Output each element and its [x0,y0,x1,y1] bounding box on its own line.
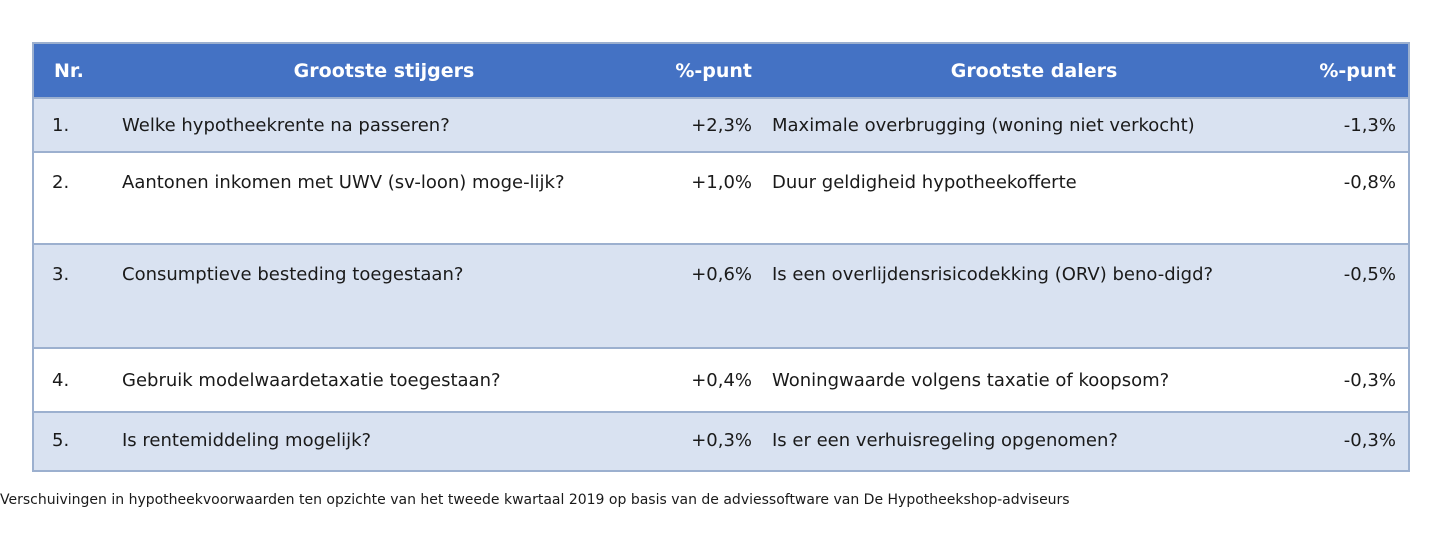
faller-value: -0,3% [1343,370,1396,391]
faller-label: Maximale overbrugging (woning niet verko… [772,115,1195,136]
riser-label: Aantonen inkomen met UWV (sv-loon) moge-… [114,152,654,244]
table-caption: Verschuivingen in hypotheekvoorwaarden t… [0,492,1070,508]
table-row: 4. Gebruik modelwaardetaxatie toegestaan… [34,348,1408,412]
riser-value: +0,3% [691,430,752,451]
faller-value: -0,5% [1343,264,1396,285]
table-row: 5. Is rentemiddeling mogelijk? +0,3% Is … [34,412,1408,470]
faller-value: -0,3% [1343,430,1396,451]
mortgage-conditions-table: Nr. Grootste stijgers %-punt Grootste da… [32,42,1410,472]
faller-label: Is er een verhuisregeling opgenomen? [772,430,1118,451]
riser-label: Consumptieve besteding toegestaan? [122,264,464,285]
row-number: 2. [52,172,70,193]
riser-label: Gebruik modelwaardetaxatie toegestaan? [122,370,501,391]
faller-value: -0,8% [1343,172,1396,193]
faller-label: Duur geldigheid hypotheekofferte [772,172,1077,193]
header-fallers: Grootste dalers [950,59,1118,82]
header-risers-unit: %-punt [675,59,752,82]
riser-value: +0,4% [691,370,752,391]
row-number: 1. [52,115,70,136]
header-fallers-unit: %-punt [1319,59,1396,82]
table-header: Nr. Grootste stijgers %-punt Grootste da… [34,44,1408,98]
riser-value: +2,3% [691,115,752,136]
data-table: Nr. Grootste stijgers %-punt Grootste da… [34,44,1408,470]
row-number: 4. [52,370,70,391]
faller-label: Is een overlijdensrisicodekking (ORV) be… [764,244,1304,348]
riser-label: Welke hypotheekrente na passeren? [122,115,450,136]
riser-value: +0,6% [691,264,752,285]
table-row: 1. Welke hypotheekrente na passeren? +2,… [34,98,1408,152]
faller-label-text: Is een overlijdensrisicodekking (ORV) be… [772,264,1214,285]
table-body: 1. Welke hypotheekrente na passeren? +2,… [34,98,1408,470]
table-row: 2. Aantonen inkomen met UWV (sv-loon) mo… [34,152,1408,244]
header-row: Nr. Grootste stijgers %-punt Grootste da… [34,44,1408,98]
row-number: 5. [52,430,70,451]
faller-label: Woningwaarde volgens taxatie of koopsom? [772,370,1170,391]
header-risers: Grootste stijgers [293,59,475,82]
riser-value: +1,0% [691,172,752,193]
riser-label-text: Aantonen inkomen met UWV (sv-loon) moge-… [122,172,565,193]
table-row: 3. Consumptieve besteding toegestaan? +0… [34,244,1408,348]
faller-value: -1,3% [1343,115,1396,136]
header-nr: Nr. [54,59,84,82]
row-number: 3. [52,264,70,285]
riser-label: Is rentemiddeling mogelijk? [122,430,372,451]
